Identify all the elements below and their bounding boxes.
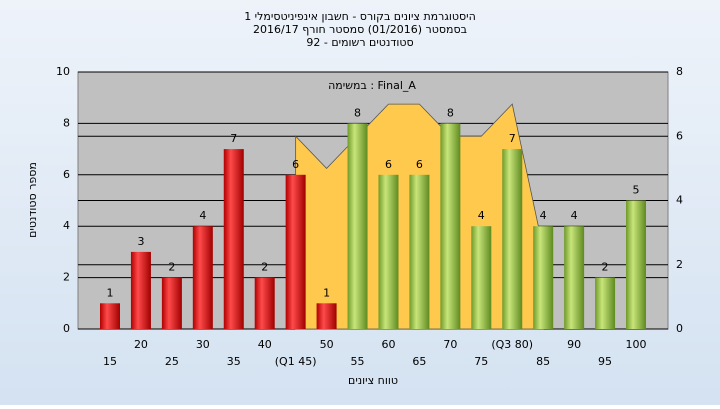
data-label: 7	[230, 132, 237, 145]
x-tick-label: 40	[258, 338, 272, 351]
y-axis-label: מספר סטודנטים	[26, 162, 39, 238]
y2-tick-label: 0	[676, 322, 683, 335]
x-tick-label: 70	[443, 338, 457, 351]
x-tick-label: 30	[196, 338, 210, 351]
data-label: 2	[602, 261, 609, 274]
x-tick-label: 65	[412, 355, 426, 368]
bar	[347, 123, 368, 330]
data-label: 3	[137, 235, 144, 248]
bar	[440, 123, 461, 330]
bar	[254, 277, 275, 329]
title: סטודנטים רשומים - 92	[306, 36, 413, 49]
bar	[192, 226, 213, 329]
x-tick-label: 15	[103, 355, 117, 368]
data-label: 1	[107, 286, 114, 299]
title: בסמסטר (01/2016) סמסטר חורף 2016/17	[253, 23, 467, 36]
y-tick-label: 6	[63, 168, 70, 181]
bar	[564, 226, 585, 329]
bar	[409, 174, 430, 329]
y-tick-label: 10	[56, 65, 70, 78]
data-label: 4	[478, 209, 485, 222]
x-axis-label: טווח ציונים	[348, 374, 398, 387]
bar	[100, 303, 120, 329]
data-label: 6	[385, 158, 392, 171]
x-tick-label: 95	[598, 355, 612, 368]
y2-tick-label: 8	[676, 65, 683, 78]
bar	[285, 174, 306, 329]
bar	[533, 226, 554, 329]
data-label: 1	[323, 286, 330, 299]
x-tick-label: 55	[351, 355, 365, 368]
data-label: 2	[261, 261, 268, 274]
data-label: 2	[168, 261, 175, 274]
x-tick-label: (Q3 80)	[491, 338, 533, 351]
data-label: 4	[571, 209, 578, 222]
bar	[130, 251, 151, 329]
y2-tick-label: 6	[676, 129, 683, 142]
data-label: 8	[354, 106, 361, 119]
bar	[502, 149, 523, 329]
bar	[378, 174, 399, 329]
data-label: 6	[416, 158, 423, 171]
data-label: 5	[633, 184, 640, 197]
y-tick-label: 8	[63, 116, 70, 129]
data-label: 7	[509, 132, 516, 145]
x-tick-label: 25	[165, 355, 179, 368]
y-tick-label: 4	[63, 219, 70, 232]
bar	[316, 303, 337, 329]
x-tick-label: 60	[381, 338, 395, 351]
y2-tick-label: 2	[676, 258, 683, 271]
x-tick-label: 75	[474, 355, 488, 368]
data-label: 6	[292, 158, 299, 171]
bar	[595, 277, 616, 329]
x-tick-label: 20	[134, 338, 148, 351]
y-tick-label: 0	[63, 322, 70, 335]
bar	[161, 277, 182, 329]
x-tick-label: 35	[227, 355, 241, 368]
bar	[223, 149, 244, 329]
title: היסטוגרמת ציונים בקורס - חשבון אינפיניטס…	[244, 10, 476, 23]
x-tick-label: 85	[536, 355, 550, 368]
x-tick-label: 90	[567, 338, 581, 351]
data-label: 4	[199, 209, 206, 222]
data-label: 4	[540, 209, 547, 222]
data-label: 8	[447, 106, 454, 119]
y2-tick-label: 4	[676, 194, 683, 207]
x-tick-label: 50	[320, 338, 334, 351]
annotation: במשימה : Final_A	[328, 79, 416, 92]
bar	[471, 226, 492, 329]
x-tick-label: (Q1 45)	[275, 355, 317, 368]
y-tick-label: 2	[63, 271, 70, 284]
x-tick-label: 100	[626, 338, 647, 351]
bar	[626, 200, 646, 329]
